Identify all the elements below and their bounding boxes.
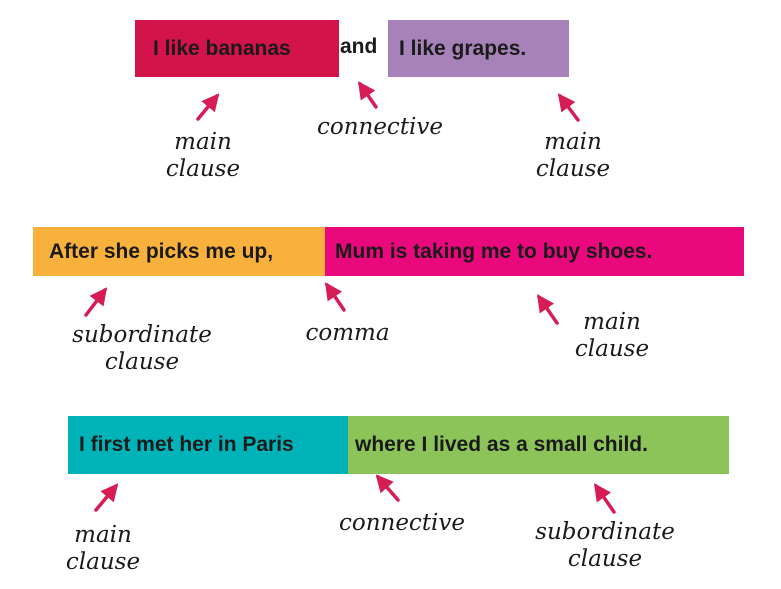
label-main-clause: main clause <box>65 522 141 575</box>
clause-text: where I lived as a small child. <box>355 433 648 456</box>
clause-box-subordinate-after: After she picks me up, <box>33 227 325 276</box>
label-connective: connective <box>316 114 444 140</box>
clause-box-main-paris: I first met her in Paris <box>68 416 348 474</box>
clause-text: After she picks me up, <box>49 239 274 263</box>
clause-box-main-bananas: I like bananas <box>135 20 339 77</box>
arrow-icon <box>196 93 220 121</box>
arrow-icon <box>594 483 616 514</box>
clause-text: I like grapes. <box>399 36 527 60</box>
arrow-icon <box>358 81 378 109</box>
arrow-icon <box>325 282 346 312</box>
clause-text: I first met her in Paris <box>79 433 294 456</box>
clause-text: I like bananas <box>153 36 291 60</box>
label-connective: connective <box>338 510 466 536</box>
arrow-icon <box>375 474 400 502</box>
label-main-clause: main clause <box>165 129 241 182</box>
clause-text: Mum is taking me to buy shoes. <box>335 239 653 263</box>
clause-box-main-mum: Mum is taking me to buy shoes. <box>325 227 744 276</box>
label-subordinate-clause: subordinate clause <box>535 519 675 572</box>
connective-text-and: and <box>340 35 378 58</box>
label-subordinate-clause: subordinate clause <box>72 322 212 375</box>
arrow-icon <box>557 93 580 122</box>
label-main-clause: main clause <box>574 309 650 362</box>
label-comma: comma <box>305 320 390 346</box>
arrow-icon <box>94 483 119 512</box>
clause-box-main-grapes: I like grapes. <box>388 20 569 77</box>
arrow-icon <box>84 287 108 317</box>
arrow-icon <box>537 294 559 325</box>
clause-box-subordinate-where: where I lived as a small child. <box>348 416 729 474</box>
label-main-clause: main clause <box>535 129 611 182</box>
